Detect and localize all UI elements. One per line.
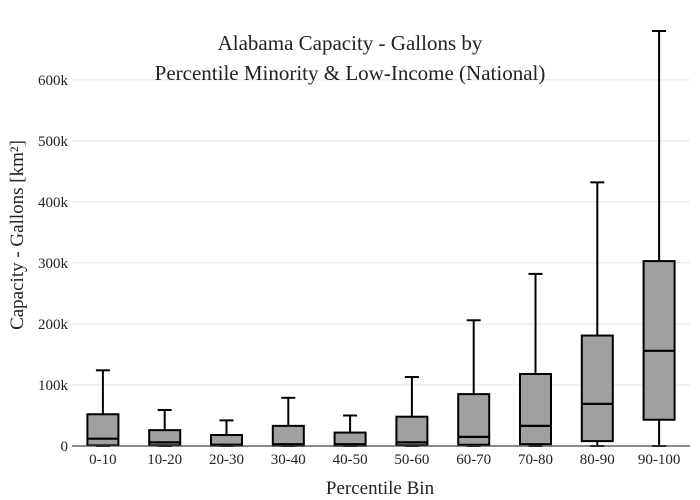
box-30-40 — [271, 396, 305, 447]
x-tick-label: 80-90 — [580, 452, 615, 468]
x-tick-label: 10-20 — [147, 452, 182, 468]
y-tick-label: 400k — [38, 195, 69, 211]
box-plot-series — [86, 30, 676, 447]
box-iqr — [395, 415, 429, 447]
chart-title-line-1: Alabama Capacity - Gallons by — [218, 31, 483, 55]
x-tick-label: 40-50 — [333, 452, 368, 468]
box-90-100 — [642, 30, 676, 447]
box-iqr — [271, 424, 305, 447]
x-tick-label: 90-100 — [638, 452, 681, 468]
x-tick-label: 60-70 — [456, 452, 491, 468]
chart-title-line-2: Percentile Minority & Low-Income (Nation… — [155, 61, 546, 85]
y-axis-ticks: 0 100k 200k 300k 400k 500k 600k — [38, 73, 69, 455]
box-iqr — [580, 334, 614, 443]
box-0-10 — [86, 369, 120, 447]
y-axis-title: Capacity - Gallons [km²] — [7, 140, 28, 330]
x-tick-label: 50-60 — [394, 452, 429, 468]
box-50-60 — [395, 376, 429, 447]
y-tick-label: 200k — [38, 317, 69, 333]
box-iqr — [519, 372, 552, 446]
x-tick-label: 70-80 — [518, 452, 553, 468]
box-60-70 — [457, 319, 491, 447]
box-iqr — [86, 413, 120, 447]
x-axis-ticks: 0-10 10-20 20-30 30-40 40-50 50-60 60-70 70-80 8… — [89, 452, 680, 468]
box-10-20 — [148, 408, 182, 447]
box-80-90 — [580, 181, 614, 447]
x-tick-label: 0-10 — [89, 452, 117, 468]
y-tick-label: 500k — [38, 134, 69, 150]
box-70-80 — [519, 272, 552, 447]
x-tick-label: 30-40 — [271, 452, 306, 468]
y-tick-label: 100k — [38, 378, 69, 394]
y-tick-label: 600k — [38, 73, 69, 89]
y-tick-label: 300k — [38, 256, 69, 272]
x-axis-title: Percentile Bin — [326, 478, 435, 499]
box-iqr — [642, 260, 676, 421]
box-20-30 — [210, 419, 243, 447]
y-tick-label: 0 — [61, 439, 69, 455]
box-40-50 — [333, 414, 367, 447]
x-tick-label: 20-30 — [209, 452, 244, 468]
